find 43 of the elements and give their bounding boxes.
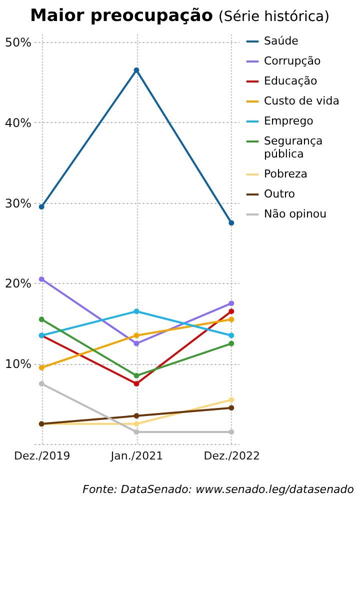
point bbox=[134, 421, 140, 427]
x-tick-label: Dez./2022 bbox=[204, 450, 260, 462]
point bbox=[38, 316, 44, 322]
point bbox=[134, 429, 140, 435]
point bbox=[38, 276, 44, 282]
point bbox=[228, 397, 234, 403]
point bbox=[38, 380, 44, 386]
point bbox=[134, 308, 140, 314]
point bbox=[228, 300, 234, 306]
point bbox=[228, 405, 234, 411]
point bbox=[228, 340, 234, 346]
x-tick-label: Jan./2021 bbox=[110, 450, 164, 462]
legend-label: Custo de vida bbox=[264, 94, 340, 108]
legend-label: Corrupção bbox=[264, 54, 322, 68]
point bbox=[134, 67, 140, 73]
legend-label: Educação bbox=[264, 74, 318, 88]
y-tick-label: 20% bbox=[4, 276, 32, 291]
point bbox=[134, 413, 140, 419]
text: (Série histórica) bbox=[218, 9, 330, 25]
point bbox=[228, 429, 234, 435]
point bbox=[228, 316, 234, 322]
y-tick-label: 30% bbox=[4, 196, 32, 210]
y-tick-label: 40% bbox=[4, 116, 32, 130]
point bbox=[134, 340, 140, 346]
point bbox=[38, 364, 44, 370]
source-note: Fonte: DataSenado: www.senado.leg/datasenado bbox=[82, 483, 354, 496]
legend-label: Outro bbox=[264, 188, 296, 200]
y-tick-label: 10% bbox=[4, 357, 32, 372]
point bbox=[228, 332, 234, 338]
x-tick-label: Dez./2019 bbox=[14, 450, 70, 462]
legend-label: Saúde bbox=[264, 34, 299, 48]
legend-label: Segurança pública bbox=[264, 134, 323, 160]
point bbox=[228, 220, 234, 226]
legend-label: Pobreza bbox=[264, 168, 308, 180]
point bbox=[134, 332, 140, 338]
legend-label: Emprego bbox=[264, 114, 314, 128]
legend-label: Não opinou bbox=[264, 208, 327, 220]
point bbox=[228, 308, 234, 314]
chart-title: Maior preocupação bbox=[30, 6, 214, 26]
point bbox=[38, 204, 44, 210]
point bbox=[134, 372, 140, 378]
y-tick-label: 50% bbox=[4, 36, 32, 50]
point bbox=[134, 380, 140, 386]
